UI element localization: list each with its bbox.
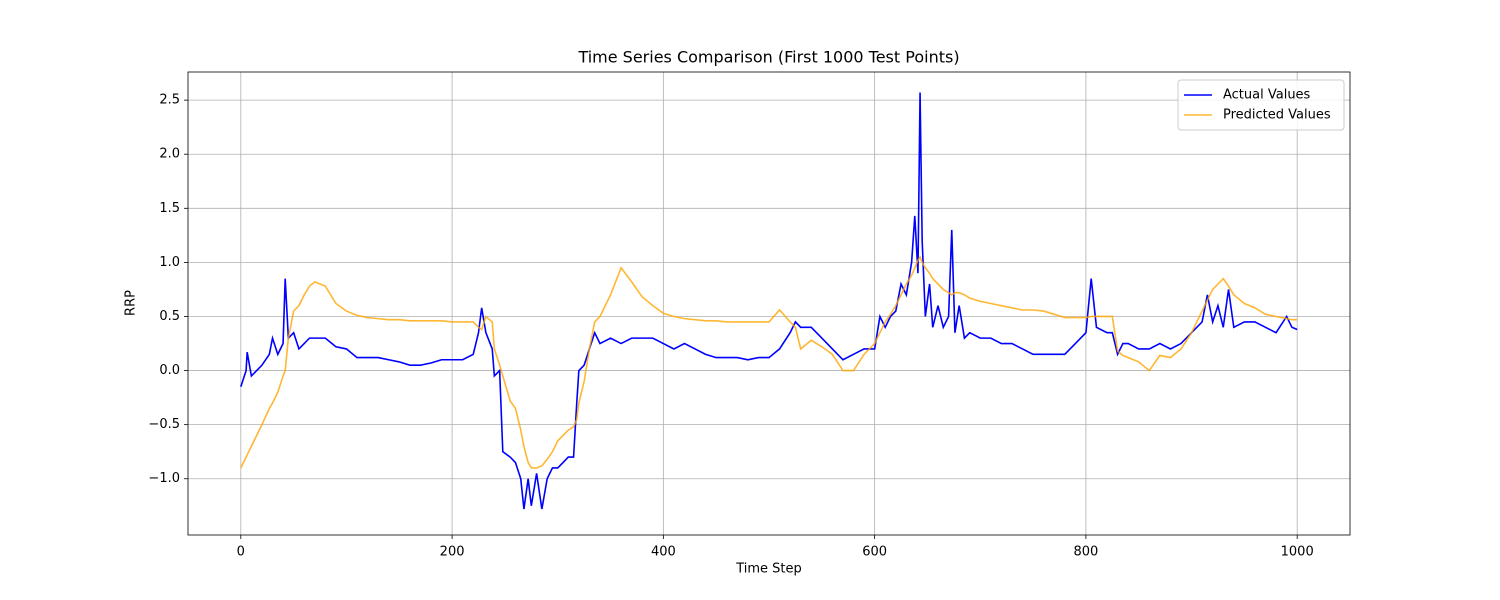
y-tick-label: 0.5	[159, 309, 180, 324]
legend-box	[1177, 79, 1345, 131]
legend-label: Predicted Values	[1223, 108, 1331, 123]
x-tick-label: 400	[651, 545, 676, 560]
y-tick-label: 0.0	[159, 363, 180, 378]
plot-frame	[187, 71, 1351, 536]
y-tick-label: −0.5	[148, 417, 180, 432]
x-tick-label: 200	[440, 545, 465, 560]
chart-title: Time Series Comparison (First 1000 Test …	[577, 48, 959, 67]
y-axis-label: RRP	[124, 290, 139, 316]
series-line	[240, 92, 1298, 510]
y-tick-label: 2.5	[159, 93, 180, 108]
legend-label: Actual Values	[1223, 88, 1311, 103]
y-tick-label: 2.0	[159, 147, 180, 162]
x-axis-label: Time Step	[735, 562, 802, 577]
x-tick-label: 1000	[1281, 545, 1314, 560]
y-tick-label: 1.5	[159, 201, 180, 216]
x-tick-label: 800	[1073, 545, 1098, 560]
series-line	[240, 255, 1298, 469]
x-tick-label: 600	[862, 545, 887, 560]
y-tick-label: 1.0	[159, 255, 180, 270]
x-tick-label: 0	[237, 545, 245, 560]
y-tick-label: −1.0	[148, 471, 180, 486]
